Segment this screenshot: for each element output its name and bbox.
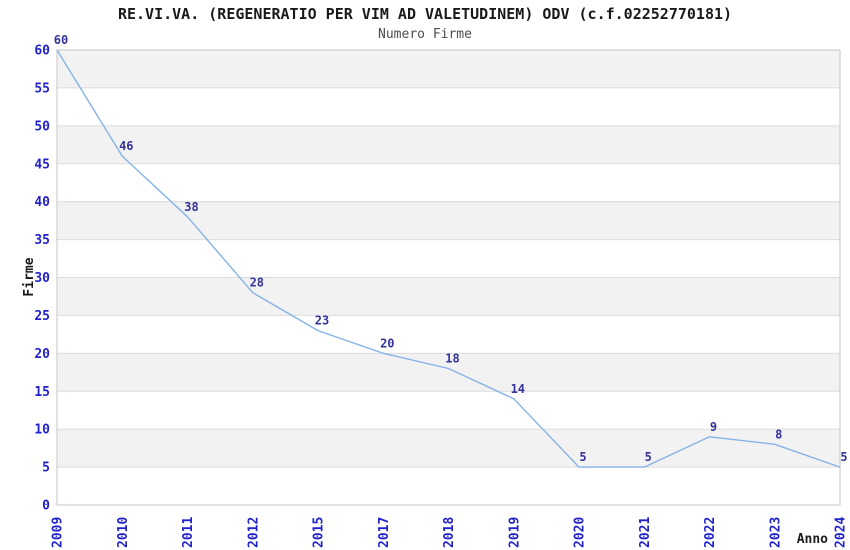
y-tick-label: 5 bbox=[42, 461, 50, 476]
y-tick-label: 10 bbox=[34, 423, 50, 438]
data-label: 8 bbox=[775, 427, 782, 441]
x-tick-label: 2009 bbox=[51, 517, 66, 548]
y-tick-label: 40 bbox=[34, 195, 50, 210]
y-tick-label: 35 bbox=[34, 233, 50, 248]
plot-band-shaded bbox=[57, 353, 840, 392]
y-tick-label: 50 bbox=[34, 119, 50, 134]
plot-band-plain bbox=[57, 315, 840, 354]
y-tick-label: 0 bbox=[42, 499, 50, 514]
x-tick-label: 2015 bbox=[312, 517, 327, 548]
data-label: 38 bbox=[184, 200, 198, 214]
y-tick-label: 60 bbox=[34, 44, 50, 59]
data-label: 5 bbox=[645, 450, 652, 464]
band-group bbox=[57, 50, 840, 505]
y-tick-label: 25 bbox=[34, 309, 50, 324]
data-label: 5 bbox=[840, 450, 847, 464]
y-tick-label: 20 bbox=[34, 347, 50, 362]
plot-band-shaded bbox=[57, 201, 840, 240]
data-label: 9 bbox=[710, 420, 717, 434]
data-line bbox=[56, 49, 841, 468]
x-axis-title: Anno bbox=[797, 532, 828, 547]
y-tick-label: 15 bbox=[34, 385, 50, 400]
x-tick-group: 2009 2010 2011 2012 2015 2017 2018 2019 2020 2021… bbox=[51, 517, 849, 548]
x-tick-label: 2011 bbox=[181, 517, 196, 548]
data-label: 23 bbox=[315, 314, 329, 328]
y-tick-group: 0 5 10 15 20 25 30 35 40 45 50 55 60 bbox=[34, 44, 50, 514]
x-tick-label: 2012 bbox=[246, 517, 261, 548]
plot-band-plain bbox=[57, 163, 840, 202]
data-label: 46 bbox=[119, 139, 133, 153]
x-tick-label: 2022 bbox=[703, 517, 718, 548]
plot-band-plain bbox=[57, 467, 840, 505]
x-tick-label: 2024 bbox=[834, 517, 849, 548]
plot-band-plain bbox=[57, 87, 840, 126]
data-label: 28 bbox=[250, 276, 264, 290]
x-tick-label: 2017 bbox=[377, 517, 392, 548]
plot-band-shaded bbox=[57, 277, 840, 316]
plot-band-shaded bbox=[57, 429, 840, 468]
chart-title: RE.VI.VA. (REGENERATIO PER VIM AD VALETU… bbox=[117, 5, 733, 23]
y-tick-label: 30 bbox=[34, 271, 50, 286]
x-tick-label: 2021 bbox=[638, 517, 653, 548]
data-label: 14 bbox=[511, 382, 525, 396]
y-axis-title: Firme bbox=[22, 257, 37, 296]
plot-band-plain bbox=[57, 391, 840, 430]
data-label: 20 bbox=[380, 336, 394, 350]
data-label: 18 bbox=[445, 352, 459, 366]
plot-border bbox=[56, 49, 841, 506]
data-label: 5 bbox=[579, 450, 586, 464]
data-label-group: 60 46 38 28 23 20 18 14 5 5 9 8 5 bbox=[54, 33, 848, 464]
y-tick-label: 45 bbox=[34, 157, 50, 172]
x-tick-label: 2023 bbox=[768, 517, 783, 548]
x-tick-label: 2018 bbox=[442, 517, 457, 548]
gridline-group bbox=[57, 87, 840, 468]
chart-subtitle: Numero Firme bbox=[378, 27, 472, 42]
plot-band-shaded bbox=[57, 125, 840, 164]
y-tick-label: 55 bbox=[34, 81, 50, 96]
x-tick-label: 2019 bbox=[507, 517, 522, 548]
x-tick-label: 2020 bbox=[573, 517, 588, 548]
plot-band-plain bbox=[57, 239, 840, 278]
x-tick-label: 2010 bbox=[116, 517, 131, 548]
plot-band-shaded bbox=[57, 50, 840, 88]
data-label: 60 bbox=[54, 33, 68, 47]
